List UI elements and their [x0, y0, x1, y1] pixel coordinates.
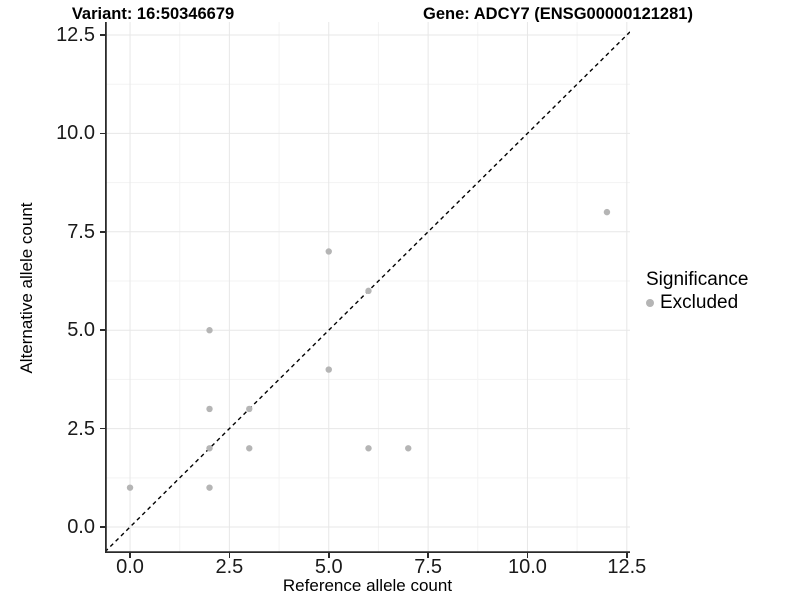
x-tick-mark: [626, 553, 628, 558]
x-tick-mark: [427, 553, 429, 558]
plot-title-variant: Variant: 16:50346679: [71, 5, 235, 23]
data-point: [246, 405, 253, 413]
x-tick-label: 7.5: [414, 556, 442, 578]
data-point: [365, 445, 372, 452]
y-tick-label: 0.0: [67, 516, 95, 539]
x-axis-title: Reference allele count: [282, 576, 453, 595]
y-tick-mark: [100, 132, 105, 135]
y-tick-mark: [100, 231, 105, 233]
data-point: [206, 484, 213, 491]
y-tick-mark: [100, 329, 105, 331]
y-tick-mark: [100, 34, 105, 36]
x-tick-label: 5.0: [314, 556, 343, 578]
y-tick-mark: [100, 526, 105, 528]
x-tick-label: 12.5: [607, 556, 647, 578]
legend-key-dot-icon: [646, 298, 654, 307]
data-point: [325, 248, 332, 255]
legend: Significance Excluded: [646, 269, 748, 313]
plot-panel: [105, 22, 630, 553]
legend-item-label: Excluded: [660, 292, 739, 313]
data-point: [365, 287, 372, 295]
data-point: [206, 445, 213, 452]
y-tick-mark: [100, 427, 105, 430]
y-tick-label: 12.5: [56, 23, 95, 46]
y-tick-label: 10.0: [56, 122, 95, 145]
legend-item-excluded: Excluded: [646, 292, 748, 313]
legend-title: Significance: [646, 269, 749, 290]
plot-canvas: [105, 22, 630, 553]
data-point: [126, 484, 134, 491]
y-tick-label: 7.5: [67, 220, 95, 243]
data-point: [206, 405, 213, 413]
x-tick-mark: [228, 553, 231, 558]
plot-title-gene: Gene: ADCY7 (ENSG00000121281): [423, 5, 693, 23]
data-point: [603, 208, 611, 216]
x-tick-mark: [129, 553, 131, 558]
y-tick-label: 5.0: [67, 319, 95, 342]
x-tick-label: 10.0: [507, 556, 547, 578]
x-tick-label: 2.5: [215, 556, 244, 578]
x-tick-label: 0.0: [116, 556, 144, 578]
x-tick-mark: [328, 553, 330, 558]
data-point: [405, 445, 412, 452]
data-point: [246, 445, 253, 452]
y-tick-label: 2.5: [67, 417, 95, 440]
y-axis-title: Alternative allele count: [17, 202, 36, 374]
data-point: [206, 327, 213, 334]
x-tick-mark: [526, 553, 529, 558]
data-point: [325, 366, 332, 373]
